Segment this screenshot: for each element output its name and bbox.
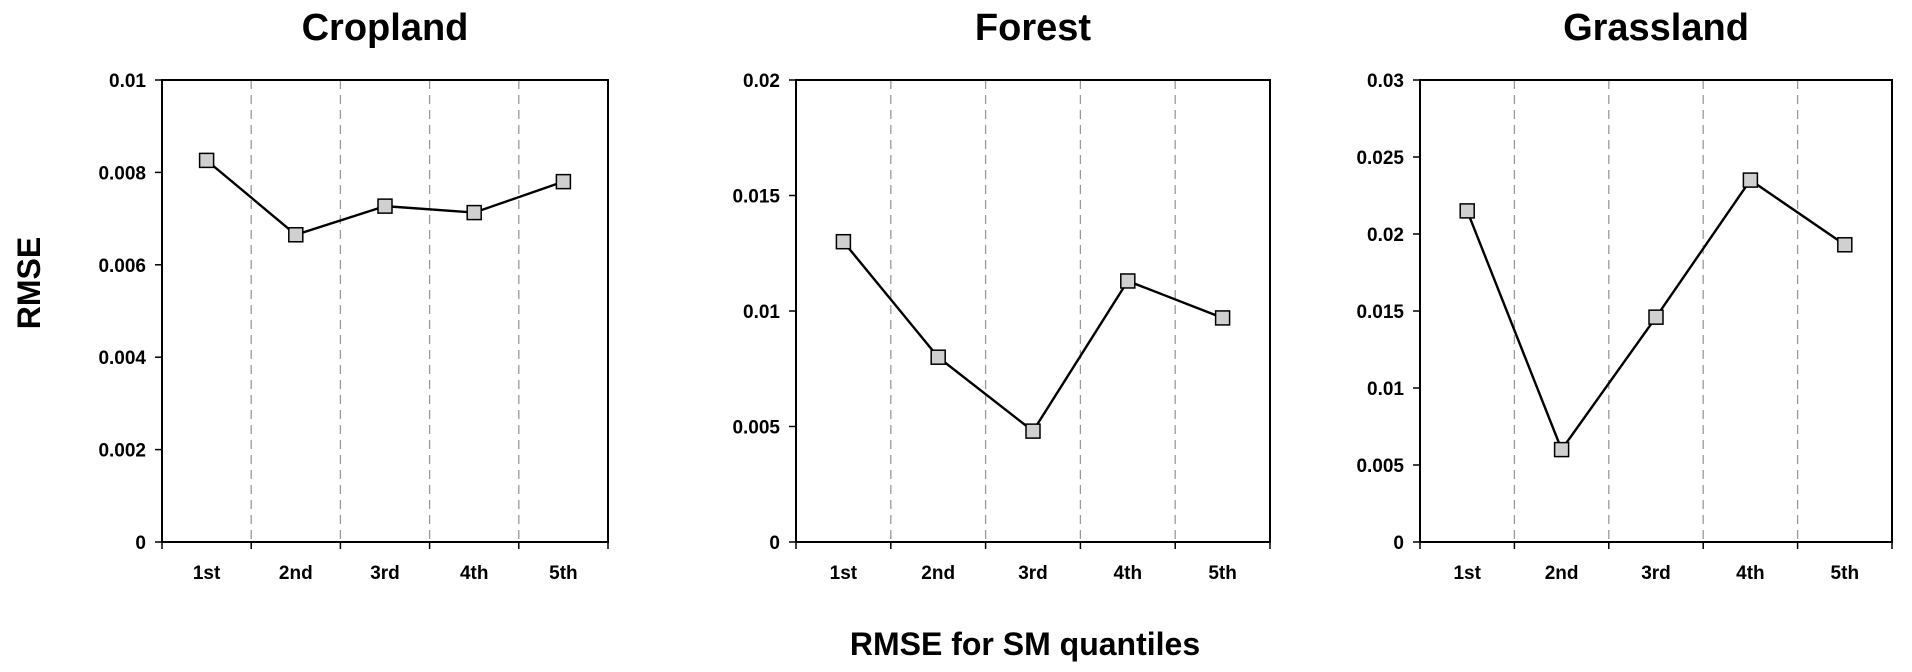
y-tick-label: 0.01 (109, 71, 146, 92)
data-point (1648, 309, 1664, 325)
y-tick-label: 0.02 (1367, 225, 1404, 246)
x-tick-label: 2nd (921, 563, 955, 584)
data-point (555, 173, 572, 190)
data-point (1837, 237, 1853, 253)
x-tick-label: 1st (193, 563, 221, 584)
data-point (1120, 273, 1136, 289)
series-line (205, 159, 564, 237)
data-point (930, 349, 946, 365)
x-tick-label: 5th (549, 563, 578, 584)
x-tick-label: 1st (830, 563, 858, 584)
plot-frame (795, 79, 1271, 543)
x-tick-label: 4th (1736, 563, 1765, 584)
y-tick-label: 0.02 (743, 71, 780, 92)
x-tick-label: 5th (1831, 563, 1860, 584)
y-tick-label: 0.015 (732, 187, 780, 208)
data-point (1214, 310, 1231, 326)
data-point (1459, 203, 1475, 219)
data-point (198, 152, 215, 169)
x-tick-label: 4th (460, 563, 489, 584)
data-point (377, 198, 393, 214)
chart-panel-forest: Forest 0 0.005 0.01 0.015 0.02 1st 2nd 3rd 4th 5th (732, 7, 1271, 584)
data-point (1025, 423, 1041, 439)
x-tick-label: 3rd (1018, 563, 1048, 584)
y-tick-label: 0.005 (732, 418, 780, 439)
y-axis-title: RMSE (11, 237, 47, 329)
x-tick-label: 3rd (1641, 563, 1671, 584)
y-tick-label: 0.01 (1367, 379, 1404, 400)
x-tick-label: 1st (1453, 563, 1481, 584)
y-tick-label: 0.002 (98, 441, 146, 462)
series-line (842, 240, 1224, 433)
chart-title: Cropland (302, 7, 469, 49)
x-tick-label: 5th (1208, 563, 1237, 584)
y-tick-label: 0.008 (98, 163, 146, 184)
data-point (288, 227, 304, 243)
x-tick-label: 4th (1114, 563, 1143, 584)
y-tick-label: 0 (1393, 533, 1404, 554)
chart-panel-cropland: Cropland 0 0.002 0.004 0.006 0.008 0.01 1st 2nd 3… (98, 7, 609, 584)
data-point (1742, 172, 1759, 188)
y-tick-label: 0.03 (1367, 71, 1404, 92)
y-tick-label: 0.01 (743, 302, 780, 323)
y-tick-label: 0.005 (1356, 456, 1404, 477)
y-tick-label: 0 (769, 533, 780, 554)
y-tick-label: 0.006 (98, 256, 146, 277)
y-tick-label: 0 (135, 533, 146, 554)
x-tick-label: 3rd (370, 563, 400, 584)
x-tick-label: 2nd (1545, 563, 1579, 584)
plot-frame (161, 79, 609, 543)
chart-title: Grassland (1563, 7, 1749, 49)
x-axis-title: RMSE for SM quantiles (850, 626, 1200, 662)
x-tick-label: 2nd (279, 563, 313, 584)
y-tick-label: 0.015 (1356, 302, 1404, 323)
chart-panel-grassland: Grassland 0 0.005 0.01 0.015 0.02 0.025 0.03 1st… (1356, 7, 1893, 584)
data-point (466, 204, 482, 221)
chart-title: Forest (975, 7, 1091, 49)
data-point (1553, 441, 1570, 458)
y-tick-label: 0.004 (98, 348, 146, 369)
y-tick-label: 0.025 (1356, 148, 1404, 169)
data-point (835, 233, 852, 250)
